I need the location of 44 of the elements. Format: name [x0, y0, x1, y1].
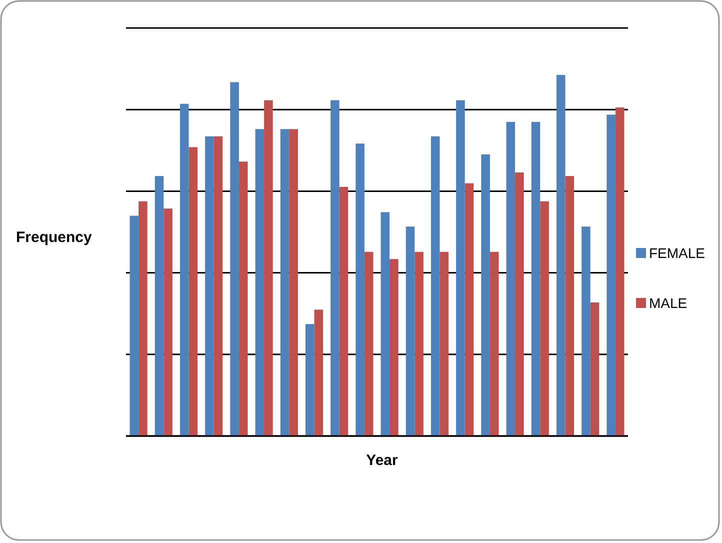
bar [606, 114, 616, 436]
bar [414, 252, 424, 436]
bar [490, 252, 499, 436]
bar [339, 186, 348, 436]
bar [180, 104, 189, 436]
bar [430, 136, 440, 436]
bar [305, 324, 314, 436]
bar [515, 172, 524, 436]
bar [440, 252, 449, 436]
x-axis-title: Year [366, 452, 398, 469]
bar [289, 129, 298, 436]
bar [390, 259, 398, 436]
bar [590, 302, 600, 436]
bar [238, 162, 248, 436]
y-axis-title: Frequency [16, 229, 93, 246]
bar [582, 226, 590, 436]
bar [214, 136, 223, 436]
legend-label: MALE [649, 295, 688, 311]
legend-label: FEMALE [649, 245, 706, 261]
bar [540, 201, 549, 436]
bar [464, 183, 474, 436]
bar [230, 82, 239, 436]
bar [205, 136, 214, 436]
bar [264, 100, 273, 436]
bar [164, 208, 172, 436]
bar [364, 252, 374, 436]
bar [456, 100, 465, 436]
bar [154, 176, 164, 436]
bar [130, 216, 139, 436]
bar [556, 74, 566, 436]
bar [481, 154, 490, 436]
bar [330, 100, 340, 436]
bar [380, 212, 390, 436]
bar [506, 122, 516, 436]
bar [255, 129, 264, 436]
bar [406, 226, 415, 436]
bar [280, 129, 290, 436]
bar [314, 310, 324, 436]
bar [565, 176, 574, 436]
bar [615, 107, 624, 436]
bar [356, 144, 364, 436]
bar [138, 201, 148, 436]
bar [188, 147, 198, 436]
bar [531, 122, 540, 436]
